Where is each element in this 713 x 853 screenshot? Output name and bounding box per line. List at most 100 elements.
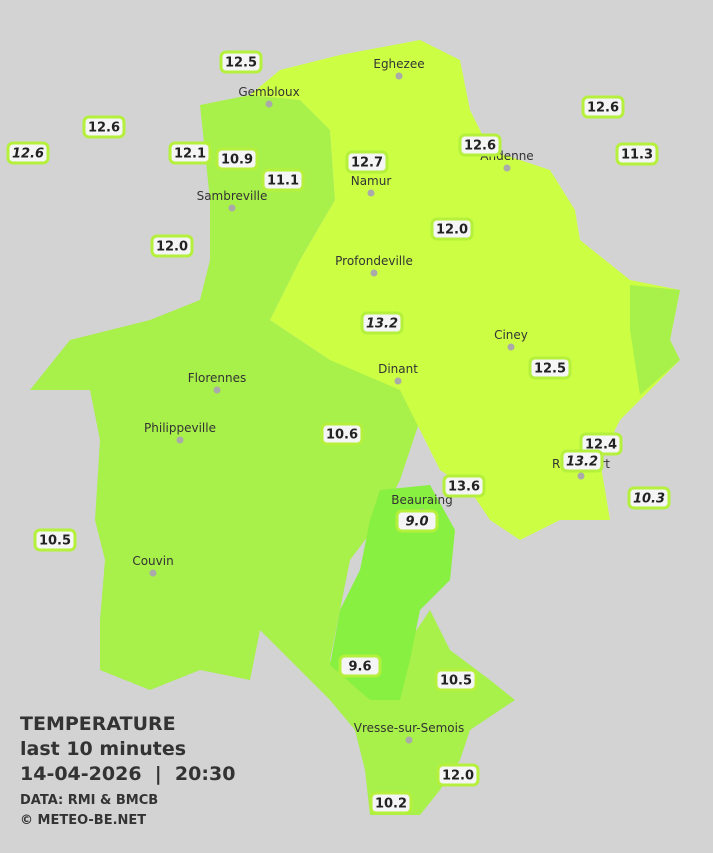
station-box [395, 509, 439, 533]
city-label: Gembloux [238, 85, 299, 99]
station-value: 12.0 [442, 769, 474, 784]
station-box [615, 142, 659, 166]
station: 12.1 [168, 141, 212, 165]
station-box [320, 422, 364, 446]
station-value: 10.9 [221, 153, 253, 168]
station-box [581, 95, 625, 119]
station-value: 12.0 [436, 223, 468, 238]
station-box [345, 150, 389, 174]
city-label: Beauraing [391, 493, 452, 507]
station-value: 9.6 [348, 660, 371, 675]
station: 9.0 [395, 509, 439, 533]
station-value: 9.0 [405, 515, 428, 530]
station: 12.5 [528, 356, 572, 380]
station-box [560, 449, 604, 473]
station-box [150, 234, 194, 258]
city-dot [265, 100, 273, 108]
station-value: 10.2 [375, 797, 407, 812]
city-dot [577, 472, 585, 480]
legend: TEMPERATURE last 10 minutes 14-04-2026 |… [20, 713, 235, 828]
station-box [219, 50, 263, 74]
station-value: 12.7 [351, 156, 383, 171]
station: 10.5 [33, 528, 77, 552]
station: 10.2 [369, 791, 413, 815]
city-dot [395, 72, 403, 80]
station: 12.5 [219, 50, 263, 74]
city-label: Dinant [378, 362, 418, 376]
province-west [30, 95, 515, 815]
legend-datetime: 14-04-2026 | 20:30 [20, 763, 235, 785]
station: 12.4 [579, 432, 623, 456]
station-value: 11.1 [267, 174, 299, 189]
city-dot [213, 386, 221, 394]
station: 11.3 [615, 142, 659, 166]
station: 10.9 [215, 147, 259, 171]
station-box [434, 668, 478, 692]
station: 12.6 [458, 133, 502, 157]
station: 12.0 [430, 217, 474, 241]
station-box [168, 141, 212, 165]
station: 12.7 [345, 150, 389, 174]
station-box [6, 141, 50, 165]
station-value: 13.2 [566, 455, 598, 470]
station-value: 13.2 [366, 317, 398, 332]
station-value: 12.0 [156, 240, 188, 255]
station-value: 10.5 [39, 534, 71, 549]
station-value: 12.6 [464, 139, 496, 154]
city-dot [394, 377, 402, 385]
station-box [442, 474, 486, 498]
station-box [458, 133, 502, 157]
city-dot [367, 189, 375, 197]
station-value: 10.5 [440, 674, 472, 689]
city-label: Florennes [188, 371, 246, 385]
station-box [436, 763, 480, 787]
legend-period: last 10 minutes [20, 738, 186, 760]
station: 10.6 [320, 422, 364, 446]
station-value: 11.3 [621, 148, 653, 163]
city-dot [405, 736, 413, 744]
station-box [369, 791, 413, 815]
legend-source: DATA: RMI & BMCB [20, 793, 158, 808]
city-label: Profondeville [335, 254, 413, 268]
station-box [82, 115, 126, 139]
station-value: 12.6 [587, 101, 619, 116]
city-label: Sambreville [197, 189, 268, 203]
station-box [261, 168, 305, 192]
legend-copyright: © METEO-BE.NET [20, 813, 146, 828]
city-label: Ciney [494, 328, 528, 342]
station-value: 13.6 [448, 480, 480, 495]
station-value: 12.4 [585, 438, 617, 453]
station: 10.3 [627, 486, 671, 510]
province-east-green [630, 285, 680, 395]
station: 10.5 [434, 668, 478, 692]
city-label: Namur [351, 174, 392, 188]
station-box [528, 356, 572, 380]
station-value: 12.6 [88, 121, 120, 136]
station-box [627, 486, 671, 510]
station-box [215, 147, 259, 171]
cool-zone [330, 485, 455, 700]
station: 11.1 [261, 168, 305, 192]
station: 13.2 [560, 449, 604, 473]
station: 12.0 [150, 234, 194, 258]
station-value: 12.6 [12, 147, 44, 162]
city-label: Couvin [132, 554, 173, 568]
station: 13.6 [442, 474, 486, 498]
station-box [338, 654, 382, 678]
city-dot [503, 164, 511, 172]
city-dot [228, 204, 236, 212]
city-label: Philippeville [144, 421, 216, 435]
station: 9.6 [338, 654, 382, 678]
station: 12.6 [581, 95, 625, 119]
station: 13.2 [360, 311, 404, 335]
station: 12.6 [6, 141, 50, 165]
station-value: 10.3 [633, 492, 665, 507]
station-value: 12.1 [174, 147, 206, 162]
city-dot [507, 343, 515, 351]
station-box [33, 528, 77, 552]
station-value: 12.5 [225, 56, 257, 71]
city-label: Vresse-sur-Semois [354, 721, 464, 735]
station: 12.6 [82, 115, 126, 139]
city-dot [370, 269, 378, 277]
